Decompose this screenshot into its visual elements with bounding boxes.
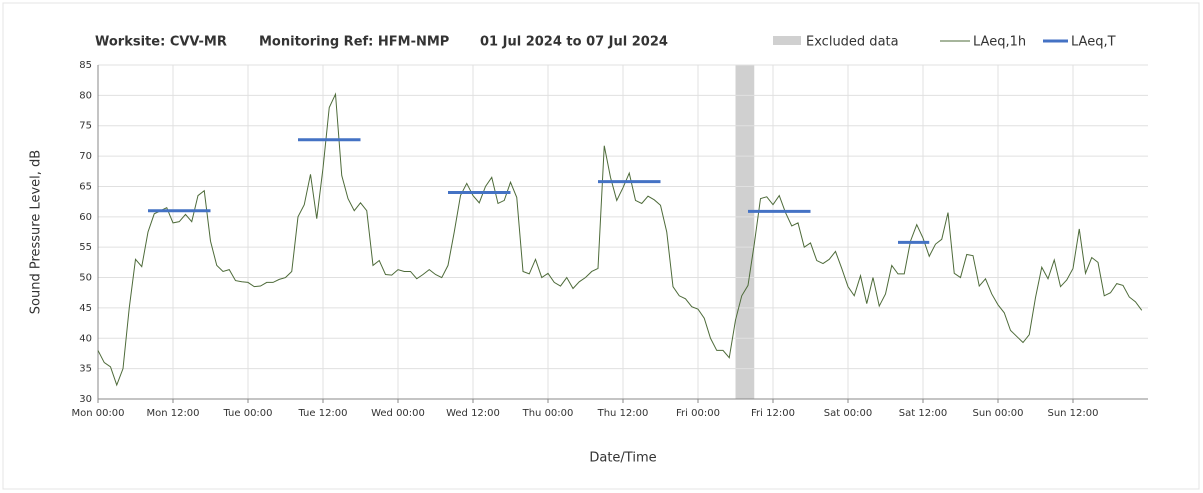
y-tick-label: 65 bbox=[79, 181, 92, 192]
x-tick-label: Tue 00:00 bbox=[222, 408, 272, 419]
y-tick-label: 70 bbox=[79, 151, 92, 162]
y-axis-label: Sound Pressure Level, dB bbox=[29, 150, 44, 314]
y-tick-label: 45 bbox=[79, 303, 92, 314]
x-axis-label: Date/Time bbox=[589, 451, 656, 466]
y-tick-label: 75 bbox=[79, 121, 92, 132]
x-tick-label: Fri 12:00 bbox=[751, 408, 795, 419]
y-tick-label: 80 bbox=[79, 90, 92, 101]
x-tick-label: Thu 12:00 bbox=[597, 408, 649, 419]
x-tick-label: Sat 00:00 bbox=[824, 408, 872, 419]
x-tick-label: Wed 12:00 bbox=[446, 408, 500, 419]
y-tick-label: 85 bbox=[79, 60, 92, 71]
x-tick-label: Sun 12:00 bbox=[1047, 408, 1098, 419]
y-tick-label: 35 bbox=[79, 364, 92, 375]
x-tick-label: Tue 12:00 bbox=[297, 408, 347, 419]
x-tick-label: Thu 00:00 bbox=[522, 408, 574, 419]
header-dates: 01 Jul 2024 to 07 Jul 2024 bbox=[480, 35, 668, 50]
y-tick-label: 30 bbox=[79, 394, 92, 405]
header-worksite: Worksite: CVV-MR bbox=[95, 35, 227, 50]
line-series bbox=[97, 92, 1143, 387]
x-tick-label: Mon 00:00 bbox=[71, 408, 124, 419]
y-tick-label: 55 bbox=[79, 242, 92, 253]
excluded-band bbox=[735, 65, 755, 399]
legend-swatch bbox=[773, 36, 801, 45]
x-tick-label: Sun 00:00 bbox=[972, 408, 1023, 419]
x-tick-label: Mon 12:00 bbox=[146, 408, 199, 419]
x-tick-label: Wed 00:00 bbox=[371, 408, 425, 419]
legend-label: LAeq,T bbox=[1071, 35, 1116, 50]
y-tick-label: 40 bbox=[79, 333, 92, 344]
x-tick-label: Fri 00:00 bbox=[676, 408, 720, 419]
header-ref: Monitoring Ref: HFM-NMP bbox=[259, 35, 449, 50]
x-tick-label: Sat 12:00 bbox=[899, 408, 947, 419]
legend-label: Excluded data bbox=[806, 35, 899, 50]
legend-label: LAeq,1h bbox=[973, 35, 1026, 50]
y-tick-label: 60 bbox=[79, 212, 92, 223]
y-tick-label: 50 bbox=[79, 273, 92, 284]
